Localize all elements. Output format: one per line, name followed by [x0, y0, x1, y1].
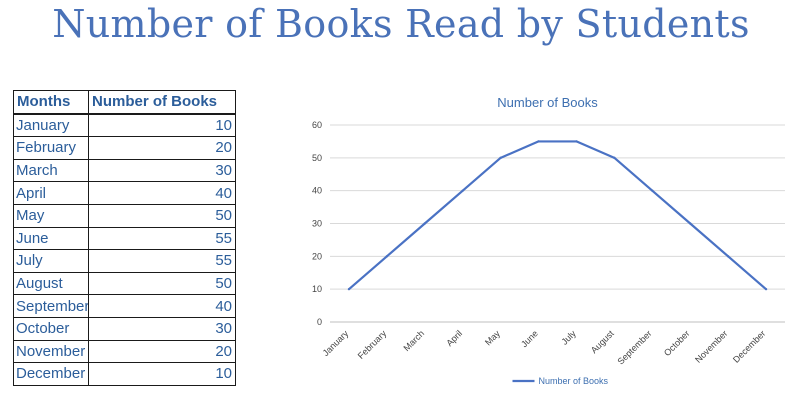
series-line [348, 140, 767, 290]
data-point [461, 189, 464, 192]
x-tick-label: August [589, 328, 616, 355]
x-tick-label: September [616, 328, 654, 366]
table-cell-month: May [13, 203, 89, 228]
table-cell-month: April [13, 181, 89, 205]
x-tick-label: January [321, 328, 351, 358]
data-point [575, 140, 578, 143]
x-tick-label: October [662, 328, 692, 358]
table-cell-month: February [13, 136, 89, 160]
table-row: June 55 [13, 226, 236, 251]
table-row: May 50 [13, 203, 236, 228]
data-point [385, 255, 389, 258]
table-header-months: Months [13, 89, 89, 115]
table-cell-value: 50 [88, 271, 236, 296]
table-cell-value: 20 [88, 339, 236, 364]
table-cell-value: 40 [88, 294, 236, 318]
table-cell-value: 55 [88, 249, 236, 273]
table-cell-month: July [13, 249, 89, 273]
table-row: October 30 [13, 316, 236, 341]
y-tick-label: 40 [312, 186, 322, 196]
y-tick-label: 10 [312, 284, 322, 294]
table-row: August 50 [13, 271, 236, 296]
legend-label: Number of Books [539, 376, 609, 386]
table-row: January 10 [13, 113, 236, 138]
table-header-row: Months Number of Books [13, 89, 236, 115]
x-tick-label: March [401, 328, 426, 353]
table-cell-month: August [13, 271, 89, 296]
data-point [689, 222, 692, 225]
line-chart: Number of Books 0 10 20 30 40 50 60 January Febru… [312, 95, 785, 386]
table-row: November 20 [13, 339, 236, 364]
table-cell-value: 55 [88, 226, 236, 251]
data-point [651, 189, 654, 192]
x-tick-label: May [483, 328, 502, 347]
table-cell-value: 10 [88, 362, 236, 386]
table-cell-value: 30 [88, 316, 236, 341]
table-cell-month: September [13, 294, 89, 318]
table-cell-value: 10 [88, 113, 236, 138]
table-cell-value: 20 [88, 136, 236, 160]
table-cell-month: November [13, 339, 89, 364]
data-point [726, 255, 730, 258]
x-tick-label: November [693, 328, 729, 364]
y-tick-label: 60 [312, 120, 322, 130]
table-row: March 30 [13, 158, 236, 183]
table-cell-month: June [13, 226, 89, 251]
table-cell-value: 40 [88, 181, 236, 205]
table-cell-month: December [13, 362, 89, 386]
y-tick-label: 0 [317, 317, 322, 327]
x-tick-label: July [559, 328, 578, 347]
data-point [764, 287, 768, 291]
data-point [423, 222, 426, 225]
x-tick-label: December [731, 328, 767, 364]
table-cell-value: 50 [88, 203, 236, 228]
table-row: December 10 [13, 362, 236, 386]
table-row: September 40 [13, 294, 236, 318]
y-tick-label: 20 [312, 251, 322, 261]
table-cell-month: January [13, 113, 89, 138]
y-tick-label: 50 [312, 153, 322, 163]
page-title: Number of Books Read by Students [52, 2, 750, 46]
data-point [347, 287, 351, 291]
data-point [537, 140, 540, 143]
x-tick-label: February [356, 328, 389, 361]
table-header-number-of-books: Number of Books [88, 89, 236, 115]
table-row: February 20 [13, 136, 236, 160]
y-tick-label: 30 [312, 219, 322, 229]
data-point [613, 156, 616, 160]
table-row: April 40 [13, 181, 236, 205]
x-tick-label: June [519, 328, 540, 349]
table-cell-month: March [13, 158, 89, 183]
x-tick-label: April [444, 328, 464, 348]
table-cell-value: 30 [88, 158, 236, 183]
data-point [499, 156, 502, 160]
table-row: July 55 [13, 249, 236, 273]
table-cell-month: October [13, 316, 89, 341]
chart-title: Number of Books [497, 95, 598, 110]
data-table: Months Number of Books January 10 February… [13, 89, 236, 386]
